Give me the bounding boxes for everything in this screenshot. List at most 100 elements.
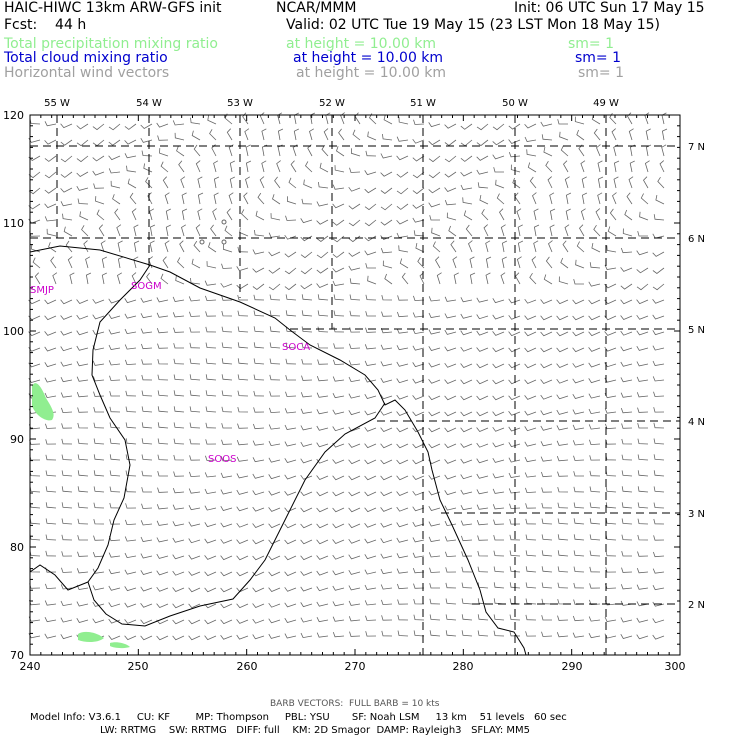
wind-barb	[524, 136, 537, 142]
wind-barb	[316, 475, 329, 480]
wind-barb	[243, 192, 249, 205]
wind-barb	[428, 329, 441, 335]
wind-barb	[413, 119, 425, 125]
wind-barb	[541, 487, 553, 493]
wind-barb	[172, 603, 185, 609]
wind-barb	[652, 601, 665, 607]
wind-barb	[509, 503, 521, 509]
wind-barb	[380, 171, 393, 177]
wind-barb	[413, 614, 425, 621]
wind-barb	[596, 144, 601, 157]
wind-barb	[460, 139, 473, 147]
wind-barb	[284, 441, 297, 447]
wind-barb	[140, 635, 153, 641]
wind-barb	[429, 630, 441, 637]
wind-barb	[309, 128, 315, 141]
wind-barb	[396, 136, 409, 142]
wind-barb	[224, 225, 233, 237]
wind-barb	[589, 262, 601, 269]
wind-barb	[285, 310, 297, 317]
wind-barb	[197, 208, 203, 221]
wind-barb	[237, 423, 249, 429]
wind-barb	[428, 552, 441, 558]
wind-barb	[380, 327, 393, 334]
wind-barb	[172, 296, 185, 302]
wind-barb	[460, 411, 473, 417]
wind-barb	[349, 278, 361, 285]
wind-barb	[316, 283, 329, 288]
wind-barb	[188, 571, 201, 576]
wind-barb	[156, 635, 169, 641]
wind-barb	[436, 272, 442, 285]
wind-barb	[220, 587, 233, 593]
wind-barb	[77, 518, 89, 525]
wind-barb	[348, 219, 361, 227]
wind-barb	[284, 539, 297, 545]
wind-barb	[45, 454, 57, 461]
wind-barb	[501, 256, 507, 269]
wind-barb	[205, 439, 217, 445]
wind-barb	[579, 224, 585, 237]
wind-barb	[61, 567, 73, 573]
wind-barb	[77, 470, 89, 477]
wind-barb	[133, 256, 139, 269]
wind-barb	[500, 272, 506, 285]
wind-barb	[652, 585, 665, 591]
wind-barb	[284, 234, 297, 240]
wind-barb	[492, 331, 505, 336]
wind-barb	[92, 376, 105, 382]
wind-barb	[140, 520, 153, 526]
wind-barb	[541, 534, 553, 541]
wind-barb	[108, 344, 121, 350]
wind-barb	[332, 507, 345, 513]
coastlines	[29, 245, 527, 656]
wind-barb	[444, 411, 457, 417]
wind-barb	[588, 378, 601, 384]
wind-barb	[508, 488, 521, 494]
wind-barb	[540, 299, 553, 304]
wind-barb	[316, 392, 329, 398]
organization: NCAR/MMM	[276, 0, 357, 16]
wind-barb	[205, 374, 217, 381]
x-tick-label: 300	[665, 660, 686, 673]
wind-barb	[445, 582, 457, 589]
wind-barb	[52, 272, 58, 285]
wind-barb	[492, 488, 505, 494]
wind-barb	[396, 219, 409, 225]
wind-barb	[245, 144, 251, 157]
wind-barb	[109, 454, 121, 461]
wind-barb	[444, 139, 457, 147]
wind-barb	[559, 131, 569, 141]
wind-barb	[316, 601, 329, 607]
wind-barb	[514, 192, 521, 205]
wind-barb	[380, 553, 393, 559]
wind-barb	[556, 299, 569, 305]
wind-barb	[305, 161, 313, 173]
wind-barb	[44, 617, 57, 623]
wind-barb	[525, 582, 537, 589]
wind-barb	[444, 379, 457, 384]
wind-barb	[597, 176, 604, 189]
wind-barb	[44, 362, 57, 368]
wind-barb	[140, 297, 153, 303]
wind-barb	[412, 345, 425, 351]
wind-barb	[333, 343, 345, 349]
wind-barb	[468, 240, 473, 253]
wind-barb	[444, 155, 457, 163]
wind-barb	[652, 634, 665, 640]
wind-barb	[524, 347, 537, 353]
wind-barb	[461, 566, 473, 573]
wind-barb	[277, 128, 284, 141]
wind-barb	[269, 391, 281, 397]
wind-barb	[396, 394, 409, 400]
y-tick-label: 110	[3, 217, 24, 230]
wind-barb	[190, 117, 201, 125]
wind-barb	[572, 440, 585, 446]
wind-barb	[213, 176, 220, 189]
wind-barb	[125, 503, 137, 509]
wind-barb	[621, 502, 633, 509]
wind-barb	[188, 296, 201, 302]
wind-barb	[332, 184, 345, 190]
wind-barb	[29, 534, 41, 541]
wind-barb	[620, 330, 633, 336]
